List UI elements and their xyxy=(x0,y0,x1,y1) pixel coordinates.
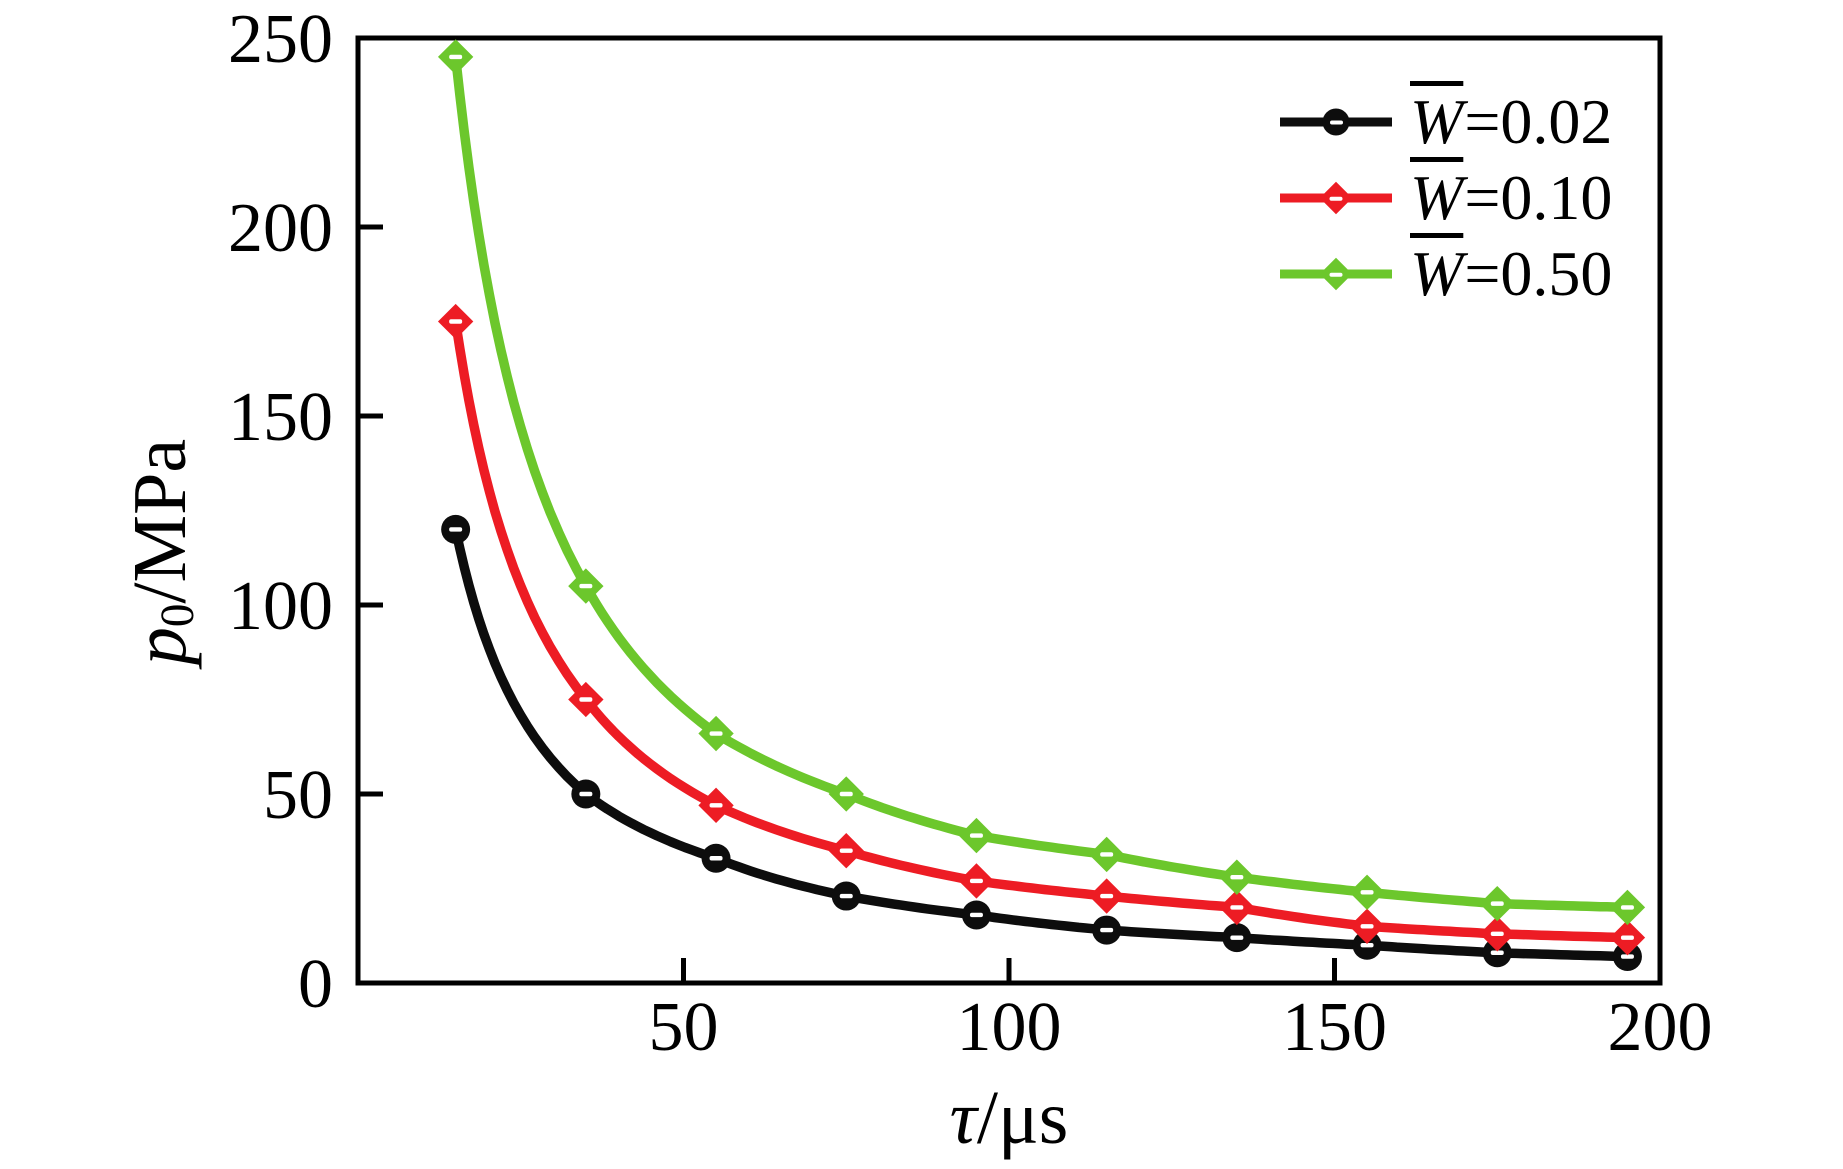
x-tick-label: 200 xyxy=(1608,989,1713,1066)
legend-sample-w-0.50 xyxy=(1280,257,1392,291)
marker-center-dash xyxy=(1230,874,1244,880)
legend-sample-w-0.10 xyxy=(1280,181,1392,215)
x-tick-label: 50 xyxy=(649,989,719,1066)
y-axis-unit: /MPa xyxy=(118,438,202,604)
marker-center-dash xyxy=(449,527,463,532)
marker-center-dash xyxy=(579,583,593,589)
diamond-marker-icon xyxy=(1319,257,1353,291)
legend-row-w-0.10: W=0.10 xyxy=(1280,160,1612,236)
y-tick-label: 100 xyxy=(228,568,333,645)
marker-center-dash xyxy=(1490,950,1504,955)
x-tick-label: 100 xyxy=(957,989,1062,1066)
marker-center-dash xyxy=(709,803,723,808)
marker-center-dash xyxy=(1360,890,1374,895)
legend: W=0.02 W=0.10 W=0.50 xyxy=(1280,84,1612,312)
legend-sample-w-0.02 xyxy=(1280,107,1392,137)
diamond-marker-icon xyxy=(1319,181,1353,215)
series-line-1 xyxy=(450,316,1633,943)
y-axis-symbol: p xyxy=(118,627,202,666)
x-axis-symbol: τ xyxy=(949,1076,977,1160)
legend-value: =0.10 xyxy=(1464,162,1613,233)
marker-center-dash xyxy=(1230,935,1244,940)
legend-symbol: W xyxy=(1410,86,1464,157)
marker-center-dash xyxy=(839,791,853,797)
marker-center-dash xyxy=(969,833,983,838)
marker-center-dash xyxy=(449,319,463,324)
marker-center-dash xyxy=(1100,893,1114,899)
marker-center-dash xyxy=(1620,954,1634,959)
legend-row-w-0.50: W=0.50 xyxy=(1280,236,1612,312)
circle-marker-icon xyxy=(1322,108,1350,136)
marker-center-dash xyxy=(1620,905,1634,910)
marker-center-dash xyxy=(1360,943,1374,948)
legend-label-w-0.10: W=0.10 xyxy=(1410,166,1612,230)
y-axis-title: p0/MPa xyxy=(118,439,204,665)
marker-center-dash xyxy=(839,848,853,853)
marker-center-dash xyxy=(449,54,463,60)
legend-symbol: W xyxy=(1410,162,1464,233)
marker-center-dash xyxy=(1620,935,1634,940)
legend-value: =0.02 xyxy=(1464,86,1613,157)
marker-center-dash xyxy=(709,731,723,736)
marker-center-dash xyxy=(1230,905,1244,910)
legend-value: =0.50 xyxy=(1464,238,1613,309)
y-tick-label: 150 xyxy=(228,379,333,456)
y-axis-subscript: 0 xyxy=(152,603,205,628)
y-tick-label: 0 xyxy=(298,946,333,1023)
marker-center-dash xyxy=(1100,927,1114,933)
x-tick-label: 150 xyxy=(1282,989,1387,1066)
marker-center-dash xyxy=(1360,924,1374,929)
legend-row-w-0.02: W=0.02 xyxy=(1280,84,1612,160)
legend-label-w-0.02: W=0.02 xyxy=(1410,90,1612,154)
marker-center-dash xyxy=(1100,852,1114,857)
legend-label-w-0.50: W=0.50 xyxy=(1410,242,1612,306)
y-tick-label: 50 xyxy=(263,757,333,834)
marker-center-dash xyxy=(969,912,983,918)
marker-center-dash xyxy=(969,878,983,884)
marker-center-dash xyxy=(1490,901,1504,906)
x-axis-unit: /μs xyxy=(976,1076,1069,1160)
marker-center-dash xyxy=(579,791,593,797)
x-axis-title: τ/μs xyxy=(950,1080,1069,1156)
marker-center-dash xyxy=(839,893,853,899)
y-tick-label: 250 xyxy=(228,1,333,78)
series-line-2 xyxy=(450,52,1633,913)
legend-symbol: W xyxy=(1410,238,1464,309)
marker-center-dash xyxy=(579,697,593,702)
y-tick-label: 200 xyxy=(228,190,333,267)
plot-frame xyxy=(355,35,1663,986)
series-line-0 xyxy=(450,524,1633,962)
marker-center-dash xyxy=(709,856,723,861)
marker-center-dash xyxy=(1490,931,1504,937)
